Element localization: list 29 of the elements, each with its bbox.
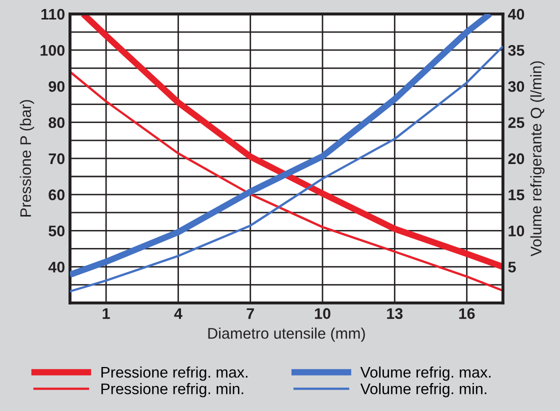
legend-label: Volume refrig. min. [360,383,486,398]
y2-tick-label: 20 [508,153,524,164]
x-tick-label: 10 [314,308,330,319]
y-axis-title: Pressione P (bar) [20,100,34,216]
legend-label: Pressione refrig. max. [101,366,248,381]
x-tick-label: 4 [174,308,182,319]
x-tick-label: 16 [459,308,475,319]
y-tick-label: 90 [48,81,65,92]
y-tick-label: 60 [48,189,65,200]
x-tick-label: 7 [246,308,254,319]
y2-tick-label: 35 [508,44,524,56]
y-tick-label: 80 [48,117,65,128]
legend-label: Volume refrig. max. [360,366,491,381]
y-tick-label: 100 [40,44,65,56]
y2-tick-label: 30 [508,81,524,92]
y2-tick-label: 40 [508,8,524,20]
y2-axis-title: Volume refrigerante Q (l/min) [530,61,545,256]
legend-label: Pressione refrig. min. [101,383,244,398]
x-tick-label: 1 [102,308,110,319]
y2-tick-label: 15 [508,190,524,200]
y2-tick-label: 25 [508,117,524,128]
x-tick-label: 13 [387,308,403,320]
x-axis-title: Diametro utensile (mm) [208,328,365,342]
y-tick-label: 70 [48,153,65,164]
y-tick-label: 110 [41,8,65,20]
y-tick-label: 50 [48,226,65,236]
y2-tick-label: 5 [508,262,516,272]
y-tick-label: 40 [48,262,65,272]
y2-tick-label: 10 [508,226,524,236]
